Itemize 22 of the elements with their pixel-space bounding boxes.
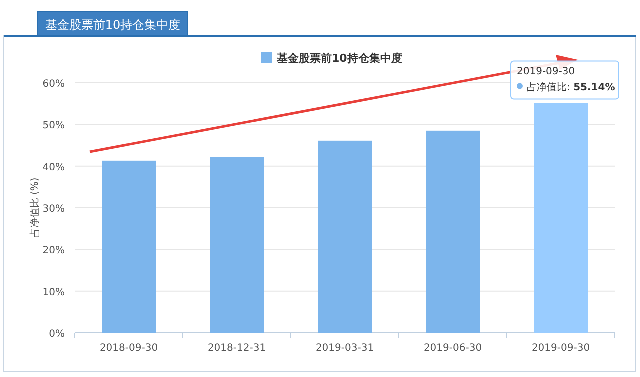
bar <box>210 157 264 333</box>
legend-label: 基金股票前10持仓集中度 <box>276 52 402 65</box>
y-axis-title: 占净值比 (%) <box>29 178 41 238</box>
y-tick-label: 20% <box>42 246 65 257</box>
y-tick-label: 40% <box>42 162 65 174</box>
x-tick-label: 2019-09-30 <box>532 343 590 354</box>
bar <box>318 140 372 333</box>
x-tick-label: 2018-12-31 <box>208 343 266 354</box>
chart-title: 基金股票前10持仓集中度 <box>45 18 181 32</box>
y-tick-label: 30% <box>42 204 65 215</box>
bar <box>534 103 588 333</box>
x-tick-label: 2019-03-31 <box>316 343 374 354</box>
y-tick-label: 60% <box>42 79 65 90</box>
x-tick-label: 2019-06-30 <box>424 343 482 354</box>
annotation: 2019-09-30 <box>517 66 576 78</box>
y-tick-label: 0% <box>49 329 65 340</box>
bar <box>426 130 480 333</box>
y-tick-label: 50% <box>42 120 65 132</box>
x-tick-label: 2018-09-30 <box>100 343 158 354</box>
bar <box>102 160 156 333</box>
y-tick-label: 10% <box>42 287 65 298</box>
annotation: 占净值比: 55.14% <box>527 81 616 94</box>
